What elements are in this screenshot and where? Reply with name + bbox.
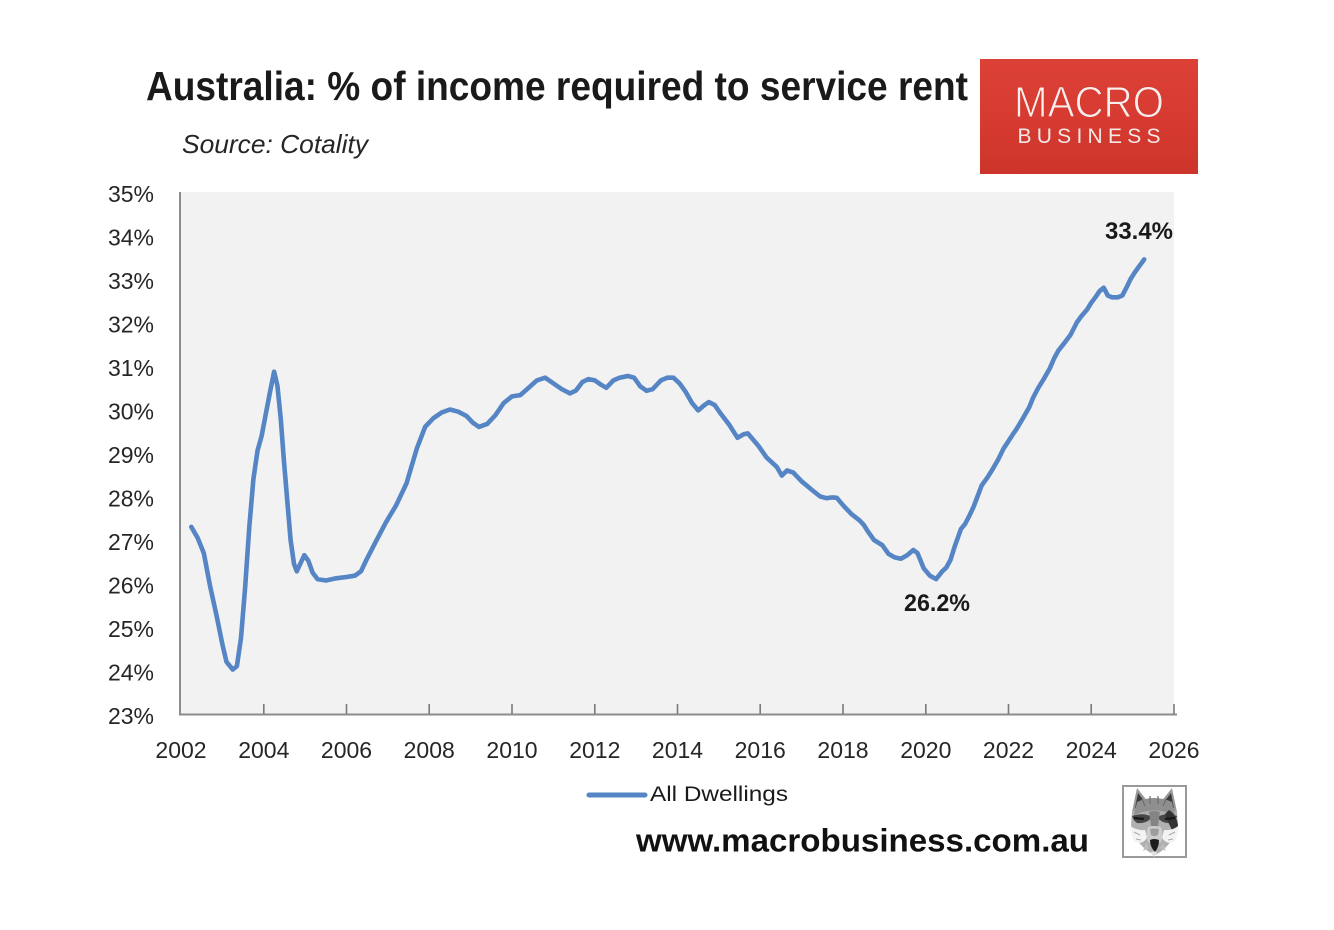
- svg-text:30%: 30%: [108, 399, 154, 425]
- svg-text:2014: 2014: [652, 737, 703, 763]
- svg-text:34%: 34%: [108, 225, 154, 251]
- svg-text:33.4%: 33.4%: [1105, 218, 1173, 245]
- svg-text:2016: 2016: [735, 737, 786, 763]
- svg-text:2024: 2024: [1066, 737, 1117, 763]
- svg-text:26%: 26%: [108, 573, 154, 599]
- svg-text:25%: 25%: [108, 616, 154, 642]
- svg-text:24%: 24%: [108, 660, 154, 686]
- svg-text:Source: Cotality: Source: Cotality: [182, 129, 370, 159]
- svg-text:2002: 2002: [155, 737, 206, 763]
- svg-text:33%: 33%: [108, 268, 154, 294]
- svg-text:All Dwellings: All Dwellings: [650, 783, 788, 806]
- svg-text:2022: 2022: [983, 737, 1034, 763]
- svg-text:32%: 32%: [108, 312, 154, 338]
- svg-text:28%: 28%: [108, 486, 154, 512]
- svg-text:2026: 2026: [1148, 737, 1199, 763]
- svg-text:2020: 2020: [900, 737, 951, 763]
- svg-text:2006: 2006: [321, 737, 372, 763]
- svg-text:2004: 2004: [238, 737, 289, 763]
- svg-text:27%: 27%: [108, 529, 154, 555]
- svg-text:26.2%: 26.2%: [904, 590, 970, 617]
- svg-text:2012: 2012: [569, 737, 620, 763]
- svg-text:MACRO: MACRO: [1014, 78, 1164, 127]
- svg-text:2008: 2008: [404, 737, 455, 763]
- svg-text:31%: 31%: [108, 355, 154, 381]
- svg-text:23%: 23%: [108, 703, 154, 729]
- svg-text:2010: 2010: [486, 737, 537, 763]
- svg-text:29%: 29%: [108, 442, 154, 468]
- svg-text:2018: 2018: [817, 737, 868, 763]
- svg-text:Australia: % of income require: Australia: % of income required to servi…: [146, 63, 968, 109]
- svg-text:BUSINESS: BUSINESS: [1018, 125, 1161, 148]
- svg-text:35%: 35%: [108, 181, 154, 207]
- svg-text:www.macrobusiness.com.au: www.macrobusiness.com.au: [635, 823, 1089, 859]
